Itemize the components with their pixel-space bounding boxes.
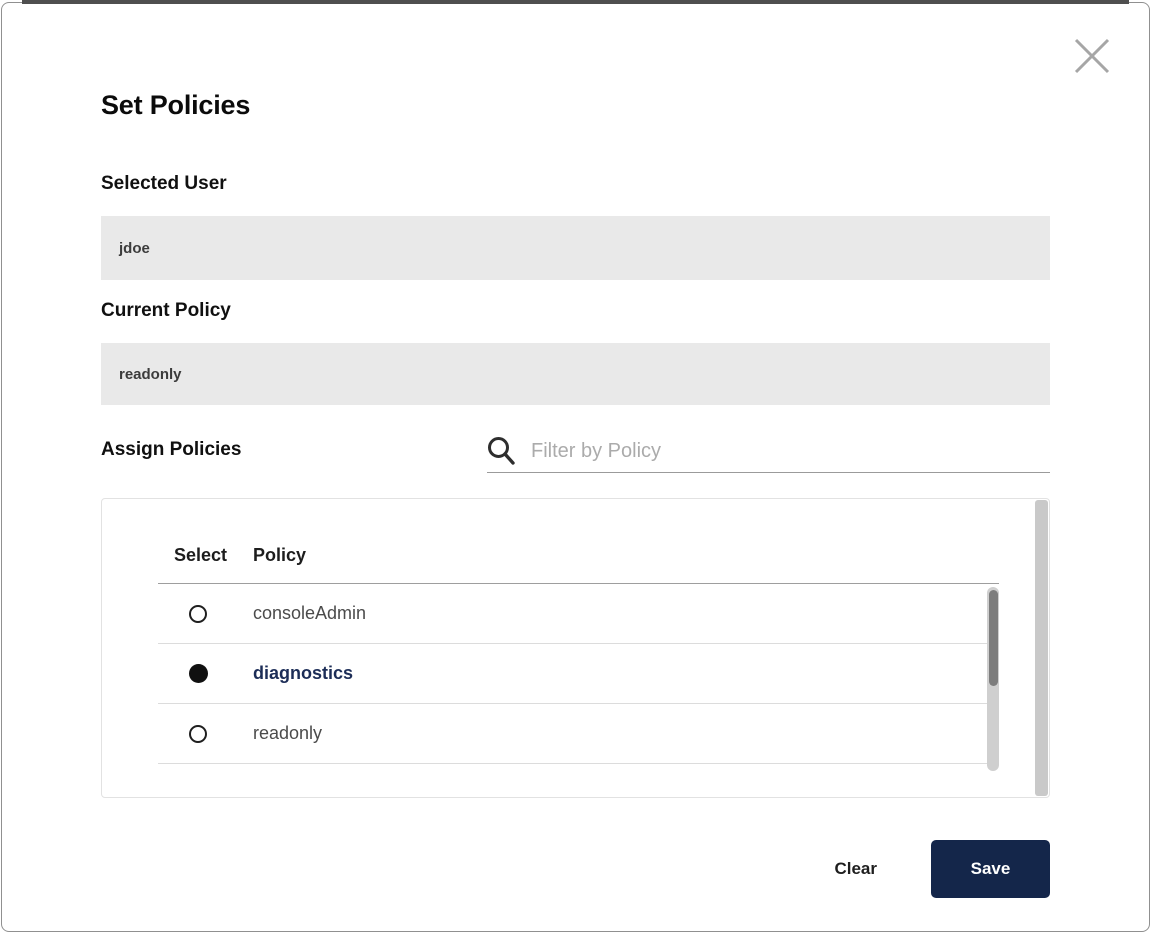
policy-row[interactable]: consoleAdmin (158, 584, 999, 644)
policy-name: diagnostics (253, 663, 354, 683)
policy-row[interactable]: readonly (158, 704, 999, 764)
panel-scrollbar[interactable] (1035, 500, 1048, 796)
policy-row[interactable]: diagnostics (158, 644, 999, 704)
selected-user-field: jdoe (101, 216, 1050, 280)
radio-selected-icon[interactable] (188, 664, 208, 683)
current-policy-label: Current Policy (101, 300, 231, 321)
background-edge (22, 0, 1129, 4)
save-button[interactable]: Save (931, 840, 1050, 898)
policies-table-panel: Select Policy consoleAdmin diagnostics rea… (101, 498, 1050, 798)
policy-select-cell (158, 664, 238, 683)
inner-scrollbar[interactable] (987, 587, 999, 771)
assign-policies-heading: Assign Policies (101, 439, 242, 460)
policy-select-cell (158, 724, 238, 743)
policy-name: readonly (253, 723, 323, 743)
column-header-policy: Policy (253, 545, 307, 565)
close-icon[interactable] (1073, 37, 1111, 75)
inner-scrollbar-thumb[interactable] (988, 590, 998, 686)
policy-filter-input[interactable] (531, 439, 1050, 463)
selected-user-label: Selected User (101, 173, 227, 194)
policy-select-cell (158, 604, 238, 623)
policy-name: consoleAdmin (253, 603, 367, 623)
current-policy-field: readonly (101, 343, 1050, 405)
table-header: Select Policy (158, 499, 999, 583)
radio-unselected-icon[interactable] (189, 724, 207, 743)
clear-button[interactable]: Clear (834, 859, 877, 878)
policy-rows-scroll-area: consoleAdmin diagnostics readonly (158, 583, 999, 773)
radio-unselected-icon[interactable] (189, 604, 207, 623)
page-title: Set Policies (101, 90, 251, 120)
policy-filter (487, 436, 1050, 473)
search-icon (487, 436, 515, 466)
column-header-select: Select (174, 545, 228, 565)
